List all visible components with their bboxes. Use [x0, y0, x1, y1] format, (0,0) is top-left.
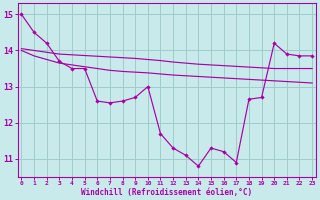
X-axis label: Windchill (Refroidissement éolien,°C): Windchill (Refroidissement éolien,°C): [81, 188, 252, 197]
